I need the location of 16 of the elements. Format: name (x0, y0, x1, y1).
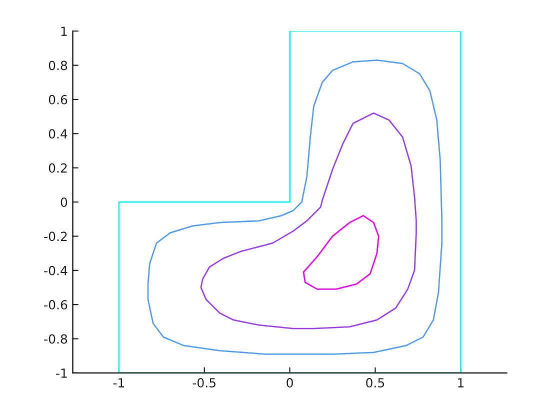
x-tick-label: -0.5 (192, 378, 216, 388)
y-tick-label: 1 (61, 26, 67, 36)
y-tick-label: 0.2 (48, 163, 67, 173)
y-tick-label: -0.2 (44, 232, 67, 242)
y-tick-label: -0.6 (44, 300, 68, 310)
y-tick-label: 0.6 (48, 94, 68, 104)
y-tick-label: -1 (56, 368, 67, 378)
x-tick-label: 0.5 (366, 378, 384, 388)
x-tick-label: 0 (286, 378, 293, 388)
y-tick-label: 0.4 (48, 129, 68, 139)
x-tick-label: -1 (113, 378, 124, 388)
y-tick-label: -0.8 (44, 334, 68, 344)
y-tick-label: 0.8 (48, 60, 68, 70)
y-tick-label: -0.4 (44, 266, 68, 276)
x-tick-label: 1 (458, 378, 464, 388)
y-tick-label: 0 (60, 197, 68, 207)
